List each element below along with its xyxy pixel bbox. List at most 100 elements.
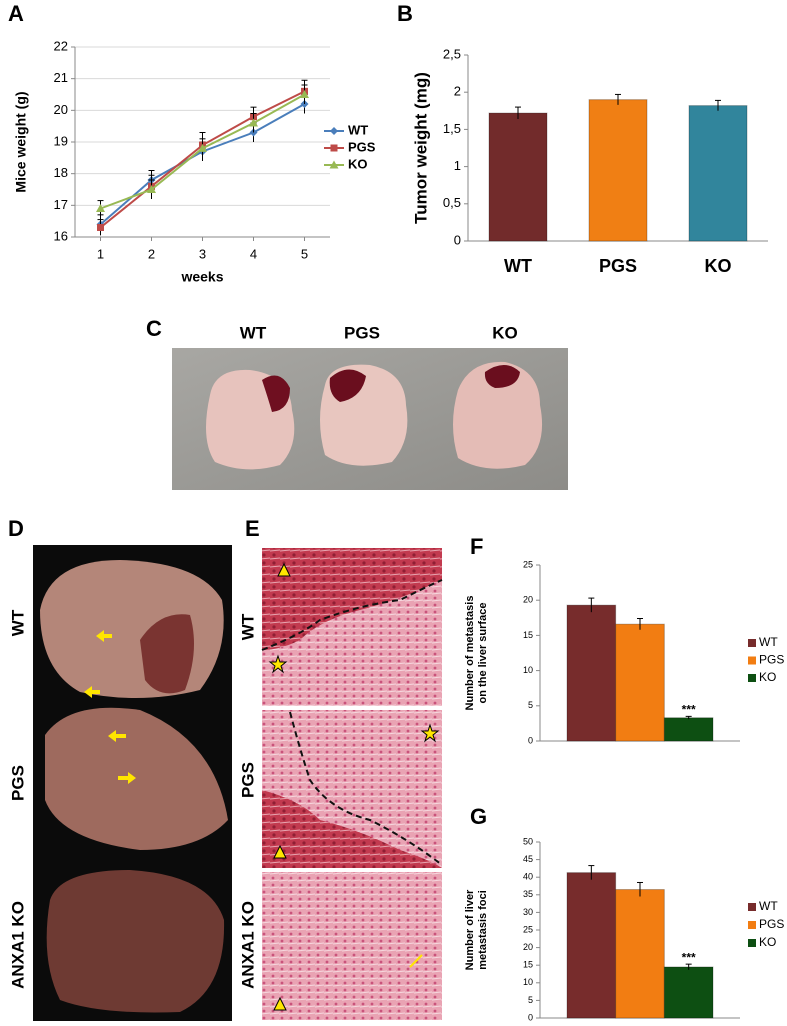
bar [566,604,617,742]
y-tick-label: 5 [528,700,533,710]
y-tick-label: 19 [54,133,68,148]
arrow [409,954,423,968]
liver [46,870,225,1013]
y-tick-label: 10 [523,665,533,675]
y-tick-label: 20 [523,595,533,605]
legend-swatch [748,903,756,911]
photo-label: KO [492,323,518,342]
y-tick-label: 30 [523,907,533,917]
x-tick-label: WT [504,256,532,276]
bar [688,105,748,242]
legend-label: WT [759,635,778,649]
liver-lobe [140,614,194,694]
tumor [453,361,543,469]
legend-label: PGS [348,139,376,154]
x-tick-label: 3 [199,246,206,261]
legend-marker [329,160,339,169]
photo-label: PGS [238,762,257,798]
panel-letter: F [470,534,483,559]
photo-label: ANXA1 KO [8,901,27,989]
y-tick-label: 15 [523,630,533,640]
y-axis-label: Number of metastasis [464,596,476,711]
metastasis-area [262,790,442,868]
photo-d: D WT PGS ANXA1 KO [8,516,232,1021]
spleen [262,375,290,412]
bar [566,872,617,1019]
liver [40,560,224,699]
legend-label: WT [759,899,778,913]
legend-swatch [748,939,756,947]
y-tick-label: 5 [528,995,533,1005]
panel-letter: C [146,316,162,341]
y-tick-label: 20 [54,102,68,117]
arrow [84,686,100,698]
boundary [289,711,443,866]
y-tick-label: 20 [523,942,533,952]
arrow [108,730,126,742]
boundary [261,579,443,651]
histology [262,872,442,1020]
legend-swatch [748,674,756,682]
panel-letter: B [397,1,413,26]
legend-marker [330,127,338,135]
y-tick-label: 40 [523,872,533,882]
marker [249,118,258,127]
y-tick-label: 18 [54,165,68,180]
marker [97,224,104,231]
legend-label: KO [348,156,368,171]
metastasis-area [262,548,442,650]
y-tick-label: 15 [523,960,533,970]
marker [96,204,105,212]
spleen [484,365,520,388]
y-tick-label: 45 [523,854,533,864]
y-tick-label: 0 [454,232,461,247]
marker [147,185,156,193]
y-tick-label: 1 [454,158,461,173]
y-axis-label: on the liver surface [477,603,489,704]
y-tick-label: 10 [523,977,533,987]
legend-label: PGS [759,917,784,931]
legend-marker [330,144,338,152]
marker [300,90,309,98]
photo-label: WT [8,609,27,636]
photo-label: WT [240,323,267,342]
legend-label: KO [759,935,776,949]
legend-label: WT [348,122,368,137]
y-tick-label: 50 [523,836,533,846]
y-axis-label: metastasis foci [477,890,489,969]
y-axis-label: Number of liver [464,889,476,970]
photo-label: WT [238,613,257,640]
y-axis-label: Tumor weight (mg) [411,72,430,224]
bar [615,889,665,1019]
photo-label: ANXA1 KO [238,901,257,989]
photo-label: PGS [8,765,27,801]
legend-swatch [748,921,756,929]
y-tick-label: 25 [523,924,533,934]
marker-triangle [273,996,287,1011]
y-tick-label: 0 [528,1012,533,1022]
x-tick-label: KO [705,256,732,276]
y-axis-label: Mice weight (g) [13,91,29,192]
x-tick-label: 1 [97,246,104,261]
annotation: *** [682,950,696,964]
spleen [329,369,366,402]
y-tick-label: 21 [54,70,68,85]
marker-star [420,723,440,743]
panel-letter: E [245,516,260,541]
y-tick-label: 35 [523,889,533,899]
marker-triangle [277,562,291,577]
photo-c: C WT PGS KO [146,316,568,490]
bar [615,623,665,742]
legend-label: KO [759,670,776,684]
bar [663,717,714,742]
marker-star [268,654,288,674]
panel-letter: G [470,804,487,829]
bar [588,99,648,242]
x-tick-label: PGS [599,256,637,276]
bar [488,112,548,242]
panel-letter: D [8,516,24,541]
y-tick-label: 16 [54,228,68,243]
y-tick-label: 22 [54,38,68,53]
y-tick-label: 1,5 [443,121,461,136]
